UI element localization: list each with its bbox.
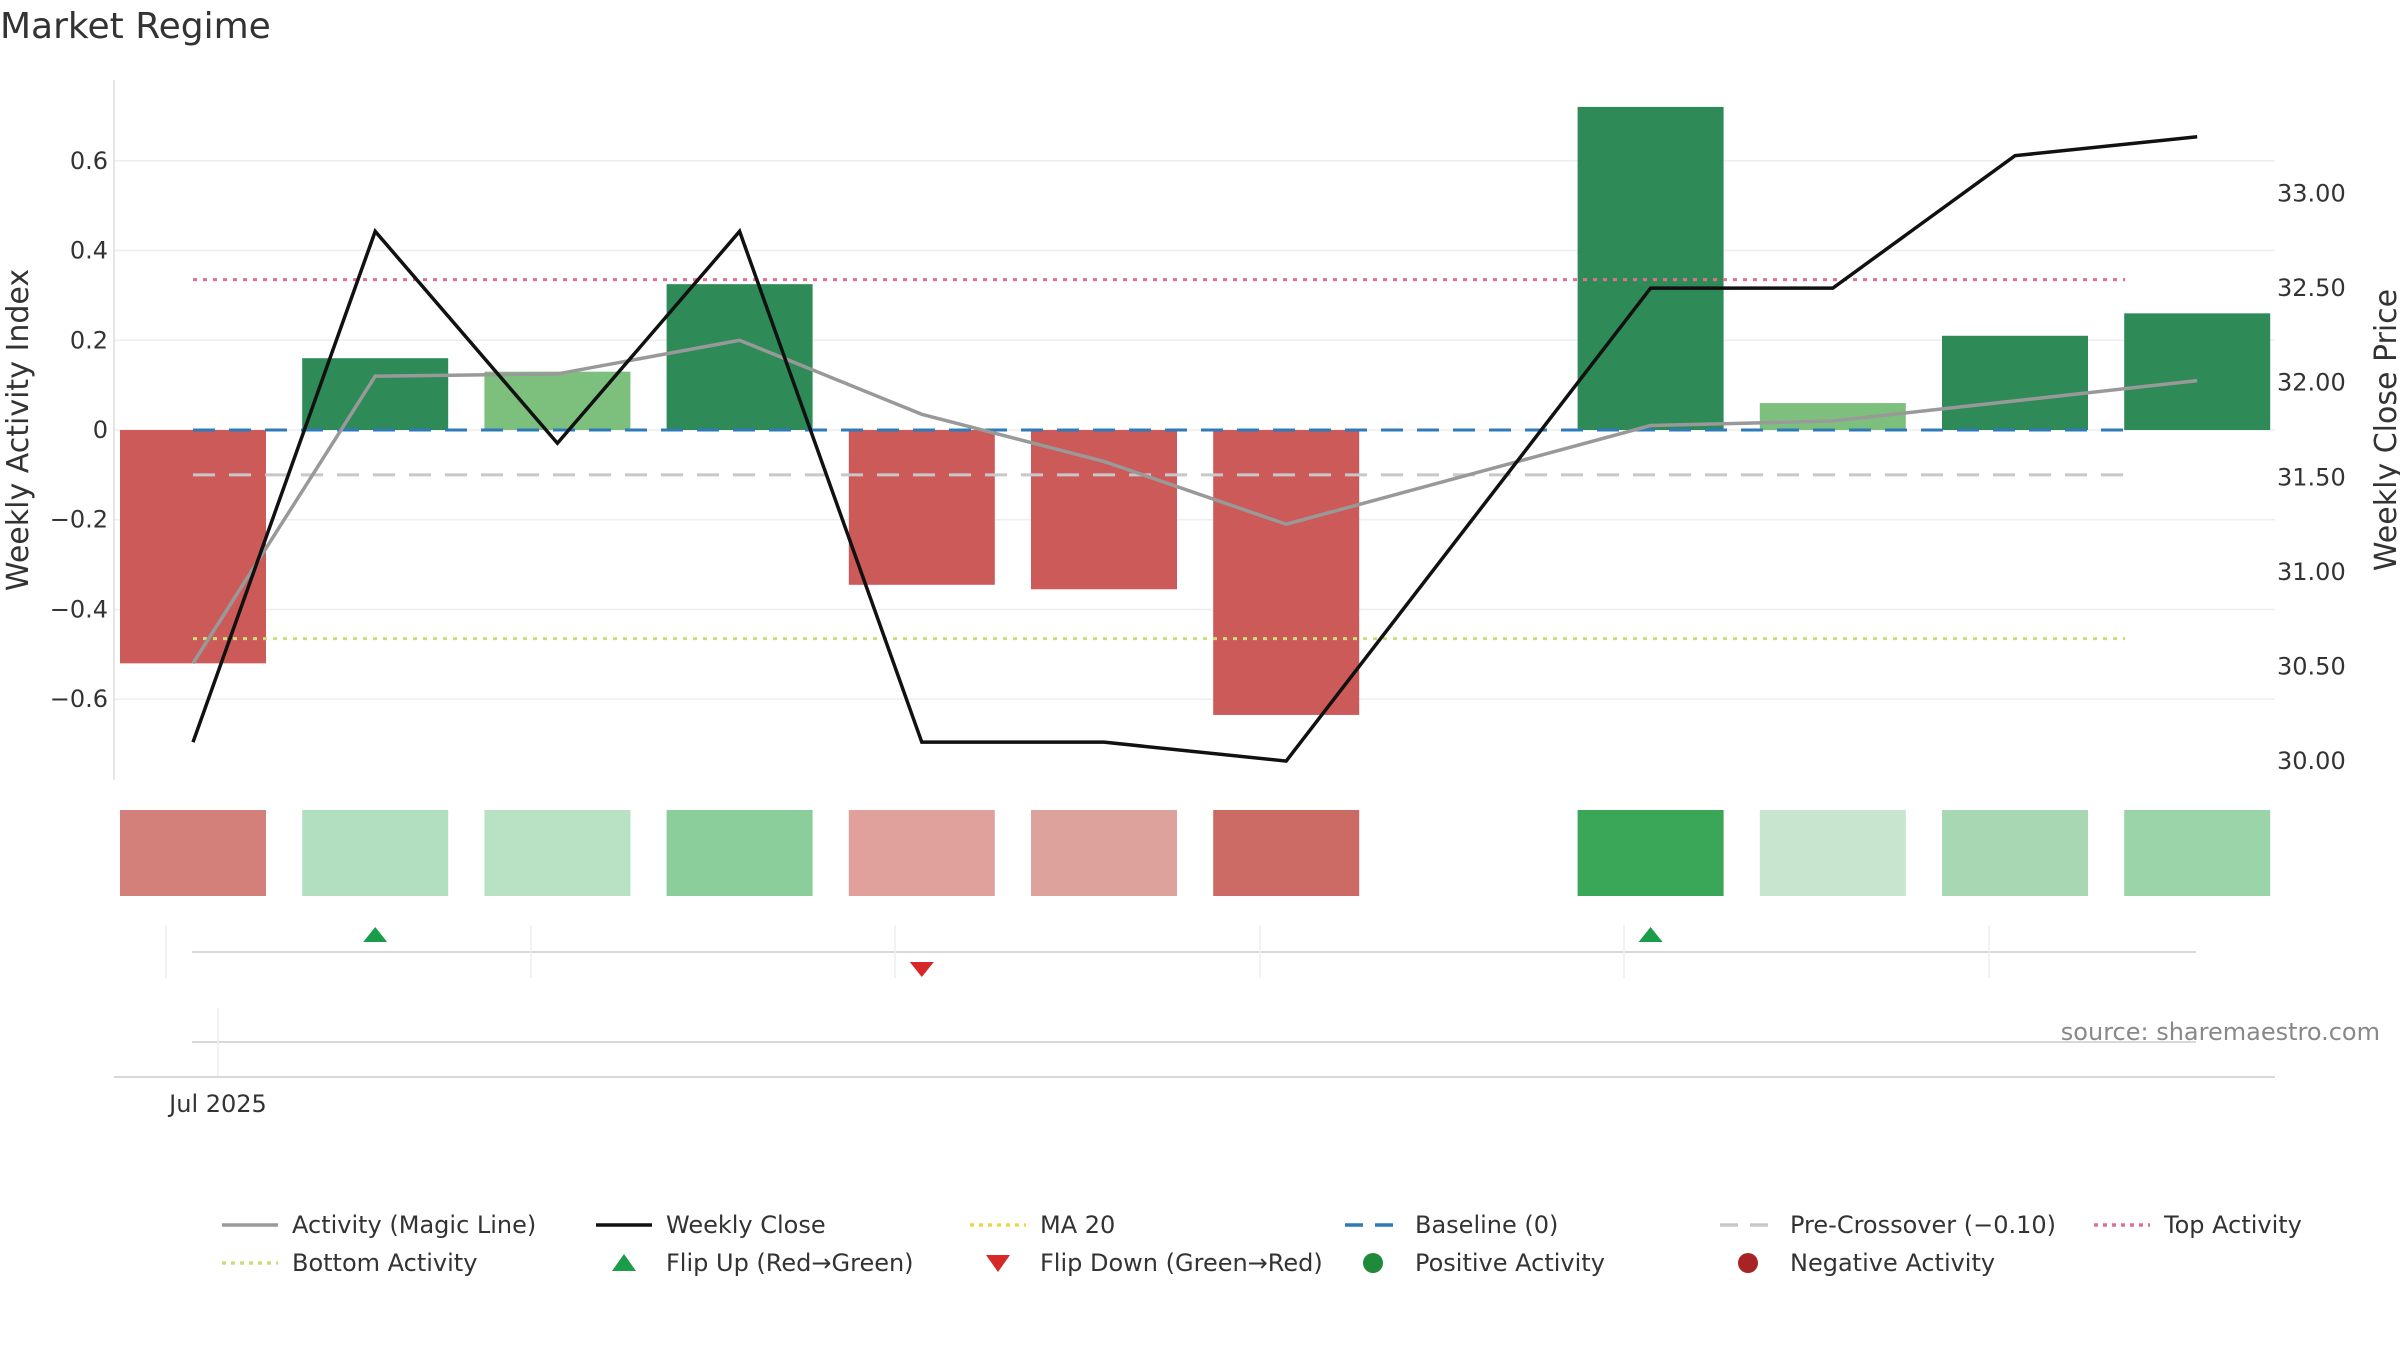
regime-cell: [1031, 810, 1177, 896]
legend-item: Activity (Magic Line): [222, 1211, 536, 1239]
left-tick-label: −0.6: [50, 685, 108, 713]
legend-label: Weekly Close: [666, 1211, 826, 1239]
activity-bar: [2124, 313, 2271, 430]
legend-label: Baseline (0): [1415, 1211, 1558, 1239]
right-tick-label: 32.00: [2277, 369, 2346, 397]
right-tick-label: 30.00: [2277, 747, 2346, 775]
legend: Activity (Magic Line) Weekly Close MA 20 Ba…: [222, 1211, 2302, 1277]
chart-title: Market Regime: [0, 6, 271, 47]
right-tick-label: 31.50: [2277, 463, 2346, 491]
flip-panel-gridlines: [165, 925, 1990, 978]
activity-bar: [1942, 335, 2088, 430]
flip-panel: [165, 925, 2196, 978]
left-tick-label: 0.6: [70, 147, 108, 175]
legend-item: Flip Up (Red→Green): [612, 1249, 914, 1277]
x-tick-label: Jul 2025: [167, 1090, 267, 1118]
right-tick-label: 30.50: [2277, 652, 2346, 680]
legend-label: Negative Activity: [1790, 1249, 1995, 1277]
activity-bar: [1213, 430, 1360, 715]
left-axis-title: Weekly Activity Index: [1, 269, 36, 591]
right-tick-label: 32.50: [2277, 274, 2346, 302]
legend-swatch: [612, 1254, 636, 1271]
right-tick-label: 31.00: [2277, 558, 2346, 586]
activity-bars: [120, 106, 2271, 715]
legend-label: Top Activity: [2163, 1211, 2302, 1239]
regime-cell: [302, 810, 449, 896]
regime-cell: [484, 810, 631, 896]
legend-label: Flip Down (Green→Red): [1040, 1249, 1323, 1277]
legend-label: Activity (Magic Line): [292, 1211, 536, 1239]
flip-up-marker: [1638, 927, 1663, 942]
legend-item: Negative Activity: [1738, 1249, 1995, 1277]
regime-cell: [1577, 810, 1724, 896]
date-panel: Jul 2025: [114, 1008, 2275, 1118]
regime-cell: [1942, 810, 2088, 896]
legend-item: Weekly Close: [596, 1211, 826, 1239]
legend-label: Flip Up (Red→Green): [666, 1249, 914, 1277]
legend-label: Pre-Crossover (−0.10): [1790, 1211, 2056, 1239]
legend-swatch: [1363, 1253, 1383, 1273]
series-line: [191, 135, 2198, 763]
flip-up-marker: [363, 927, 388, 942]
legend-swatch: [986, 1255, 1010, 1272]
activity-bar: [484, 371, 631, 430]
activity-bar: [302, 358, 449, 430]
regime-cell: [666, 810, 813, 896]
regime-cell: [2124, 810, 2271, 896]
legend-label: Bottom Activity: [292, 1249, 477, 1277]
legend-swatch: [1738, 1253, 1758, 1273]
left-tick-label: 0: [93, 416, 108, 444]
left-tick-label: 0.4: [70, 237, 108, 265]
regime-strip: [120, 810, 2271, 896]
regime-cell: [848, 810, 995, 896]
right-tick-label: 33.00: [2277, 180, 2346, 208]
source-note: source: sharemaestro.com: [2061, 1018, 2380, 1046]
legend-item: Bottom Activity: [222, 1249, 477, 1277]
left-tick-label: 0.2: [70, 326, 108, 354]
legend-item: Baseline (0): [1345, 1211, 1558, 1239]
legend-item: Top Activity: [2094, 1211, 2302, 1239]
right-axis-ticks: 33.00 32.50 32.00 31.50 31.00 30.50 30.00: [2277, 180, 2346, 776]
activity-bar: [1577, 106, 1724, 430]
activity-bar: [666, 284, 813, 430]
legend-item: Positive Activity: [1363, 1249, 1605, 1277]
flip-down-marker: [909, 962, 934, 977]
regime-cell: [120, 810, 266, 896]
activity-bar: [848, 430, 995, 585]
legend-label: MA 20: [1040, 1211, 1115, 1239]
reference-lines: [193, 278, 2126, 641]
grid-lines: [114, 160, 2275, 700]
left-axis-ticks: 0.6 0.4 0.2 0 −0.2 −0.4 −0.6: [50, 147, 108, 713]
right-axis-title: Weekly Close Price: [2369, 289, 2400, 571]
regime-cell: [1213, 810, 1360, 896]
legend-label: Positive Activity: [1415, 1249, 1605, 1277]
series-lines: [191, 135, 2198, 763]
left-tick-label: −0.4: [50, 595, 108, 623]
activity-bar: [1031, 430, 1177, 590]
legend-item: Flip Down (Green→Red): [986, 1249, 1323, 1277]
legend-item: MA 20: [970, 1211, 1115, 1239]
legend-item: Pre-Crossover (−0.10): [1720, 1211, 2056, 1239]
regime-cell: [1759, 810, 1906, 896]
left-tick-label: −0.2: [50, 506, 108, 534]
activity-bar: [120, 430, 266, 664]
flip-markers: [363, 927, 1663, 977]
